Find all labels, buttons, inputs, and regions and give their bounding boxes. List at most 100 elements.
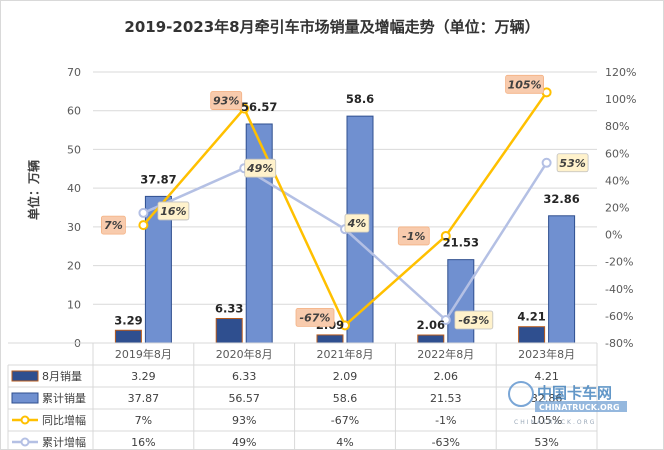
table-cell: 21.53	[430, 392, 462, 405]
y2-tick-label: 100%	[605, 93, 636, 106]
yoy-label-bg	[505, 74, 545, 94]
x-tick-label: 2021年8月	[317, 347, 374, 361]
table-cell: 4%	[336, 436, 353, 449]
y-tick-label: 10	[67, 298, 81, 311]
bar-monthly	[316, 334, 344, 344]
y2-tick-label: 40%	[605, 174, 629, 187]
table-cell: 93%	[232, 414, 256, 427]
cumulative-label: 49%	[246, 162, 273, 175]
yoy-label-bg	[210, 91, 243, 110]
watermark-sub: CHINATRUCK.ORG	[514, 419, 596, 426]
bar-cumulative-label: 32.86	[543, 192, 579, 206]
bar-cumulative-label: 58.6	[346, 92, 374, 106]
cumulative-label-bg	[157, 201, 190, 221]
table-cell: 49%	[232, 436, 256, 449]
legend-label: 累计销量	[42, 391, 86, 405]
y-tick-label: 20	[67, 260, 81, 273]
line-point	[440, 230, 451, 241]
legend-swatch	[11, 392, 39, 404]
yoy-label-bg	[295, 307, 335, 327]
watermark-logo-icon	[508, 381, 534, 407]
legend-label: 8月销量	[42, 369, 82, 383]
yoy-label: -67%	[300, 311, 331, 324]
y-tick-label: 40	[67, 182, 81, 195]
bar-monthly-label: 2.06	[417, 318, 445, 332]
y-axis-label: 单位：万辆	[26, 160, 41, 220]
y2-tick-label: -40%	[605, 283, 633, 296]
line-point	[340, 320, 350, 331]
yoy-label-bg	[101, 215, 126, 235]
y2-tick-label: 0%	[605, 229, 622, 242]
x-tick-label: 2020年8月	[216, 347, 273, 361]
y-tick-label: 30	[67, 221, 81, 234]
cumulative-label: 4%	[347, 217, 367, 230]
watermark: 中国卡车网 CHINATRUCK.ORG CHINATRUCK.ORG	[508, 381, 627, 426]
yoy-label-bg	[397, 226, 430, 246]
bar-cumulative-label: 21.53	[443, 236, 479, 250]
y2-tick-label: 60%	[605, 147, 629, 160]
bar-monthly-label: 3.29	[114, 313, 142, 327]
line-point	[541, 157, 552, 168]
cumulative-label: -63%	[458, 314, 489, 327]
table-cell: 37.87	[128, 392, 160, 405]
legend-label: 同比增幅	[42, 413, 86, 427]
y2-tick-label: -60%	[605, 310, 633, 323]
table-cell: 2.09	[333, 370, 358, 383]
bar-monthly-label: 6.33	[215, 301, 243, 315]
y-tick-label: 70	[67, 66, 81, 79]
yoy-label: 93%	[213, 95, 239, 108]
x-tick-label: 2022年8月	[417, 347, 474, 361]
y2-tick-label: 120%	[605, 66, 636, 79]
table-cell: 105%	[531, 414, 562, 427]
yoy-label: 105%	[508, 78, 542, 91]
bar-monthly	[215, 317, 243, 344]
table-cell: 2.06	[434, 370, 459, 383]
cumulative-label-bg	[454, 310, 494, 330]
line-point	[440, 314, 451, 325]
y-axis-right: -80% -60% -40% -20% 0% 20% 40% 60% 80% 100% 120%	[605, 66, 636, 350]
table-cell: 6.33	[232, 370, 257, 383]
table-cell: -67%	[331, 414, 359, 427]
table-cell: 53%	[534, 436, 558, 449]
bar-cumulative	[548, 215, 576, 344]
bar-cumulative	[447, 259, 475, 344]
yoy-label: -1%	[402, 230, 425, 243]
bar-monthly	[114, 329, 142, 344]
table-cell: 4.21	[534, 370, 559, 383]
y2-tick-label: -80%	[605, 337, 633, 350]
y2-tick-label: 80%	[605, 120, 629, 133]
data-table: 2019年8月 2020年8月 2021年8月 2022年8月 2023年8月 8月销量 3…	[7, 342, 598, 450]
bar-monthly-label: 4.21	[517, 310, 545, 324]
bar-cumulative-label: 56.57	[241, 100, 277, 114]
bar-cumulative	[144, 195, 172, 344]
line-point	[138, 220, 149, 231]
bar-cumulative	[245, 123, 273, 344]
data-labels: 3.2937.876.3356.572.0958.62.0621.534.213…	[101, 74, 589, 332]
table-cell: 16%	[131, 436, 155, 449]
legend-label: 累计增幅	[42, 435, 86, 449]
legend-swatch	[11, 370, 39, 382]
x-tick-label: 2019年8月	[115, 347, 172, 361]
legend-marker	[20, 415, 30, 425]
y2-tick-label: -20%	[605, 256, 633, 269]
cumulative-label-bg	[556, 153, 589, 173]
watermark-en: CHINATRUCK.ORG	[539, 403, 620, 412]
table-cell: 56.57	[228, 392, 260, 405]
y-tick-label: 50	[67, 143, 81, 156]
cumulative-label-bg	[344, 213, 370, 233]
table-cell: 3.29	[131, 370, 156, 383]
table-cell: -63%	[432, 436, 460, 449]
y-tick-label: 60	[67, 105, 81, 118]
legend-marker	[20, 437, 30, 447]
chart-title: 2019-2023年8月牵引车市场销量及增幅走势（单位：万辆）	[124, 18, 539, 36]
bar-monthly	[417, 334, 445, 344]
table-cell: 58.6	[333, 392, 358, 405]
cumulative-label: 16%	[160, 205, 186, 218]
y2-tick-label: 20%	[605, 202, 629, 215]
watermark-cn: 中国卡车网	[537, 384, 612, 402]
cumulative-label-bg	[244, 158, 277, 178]
yoy-label: 7%	[104, 219, 123, 232]
x-tick-label: 2023年8月	[518, 347, 575, 361]
line-point	[138, 207, 149, 218]
